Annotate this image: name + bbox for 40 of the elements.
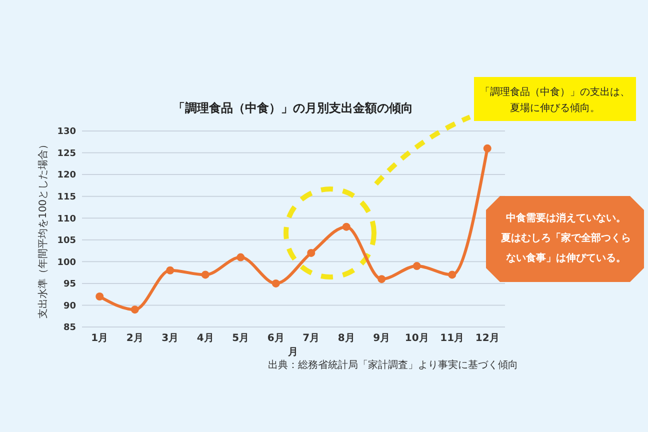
x-tick-label: 2月 <box>126 333 144 344</box>
y-tick-label: 95 <box>63 280 76 290</box>
x-tick-label: 10月 <box>404 333 429 344</box>
x-tick-label: 7月 <box>302 333 320 344</box>
x-tick-label: 1月 <box>91 333 108 344</box>
x-tick-label: 12月 <box>475 333 500 344</box>
x-tick-label: 8月 <box>338 333 355 344</box>
point <box>201 270 210 279</box>
x-tick-label: 5月 <box>232 333 250 344</box>
source-note: 出典：総務省統計局「家計調査」より事実に基づく傾向 <box>268 359 518 371</box>
text: 「調理食品（中食）」の支出は、夏場に伸びる傾向。 <box>480 86 630 114</box>
y-tick-label: 130 <box>57 127 76 138</box>
chart-title: 「調理食品（中食）」の月別支出金額の傾向 <box>173 101 413 115</box>
annotation: 中食需要は消えていない。夏はむしろ「家で全部つくらない食事」は伸びている。 <box>500 212 631 264</box>
y-tick-label: 120 <box>57 170 76 181</box>
point <box>166 266 174 274</box>
x-tick-label: 11月 <box>440 333 464 344</box>
point <box>307 248 316 257</box>
y-tick-label: 125 <box>57 148 76 159</box>
y-axis-title: 支出水準（年間平均を100とした場合） <box>37 139 49 319</box>
x-tick-label: 4月 <box>196 333 214 344</box>
point <box>272 279 280 288</box>
y-tick-label: 100 <box>57 258 76 268</box>
y-tick-label: 110 <box>57 214 76 224</box>
x-tick-label: 6月 <box>267 333 284 344</box>
x-tick-label: 3月 <box>162 333 179 344</box>
point <box>130 306 139 314</box>
point <box>448 270 456 279</box>
y-tick-label: 115 <box>57 192 76 202</box>
point <box>342 222 350 231</box>
point <box>483 144 492 152</box>
y-tick-label: 90 <box>63 301 76 312</box>
y-tick-label: 105 <box>57 236 76 246</box>
x-axis-title: 月 <box>287 347 298 358</box>
x-tick-label: 9月 <box>373 333 390 344</box>
point <box>378 275 386 284</box>
y-tick-label: 85 <box>63 323 76 334</box>
point <box>412 262 421 270</box>
point <box>236 253 245 262</box>
point <box>96 292 104 301</box>
